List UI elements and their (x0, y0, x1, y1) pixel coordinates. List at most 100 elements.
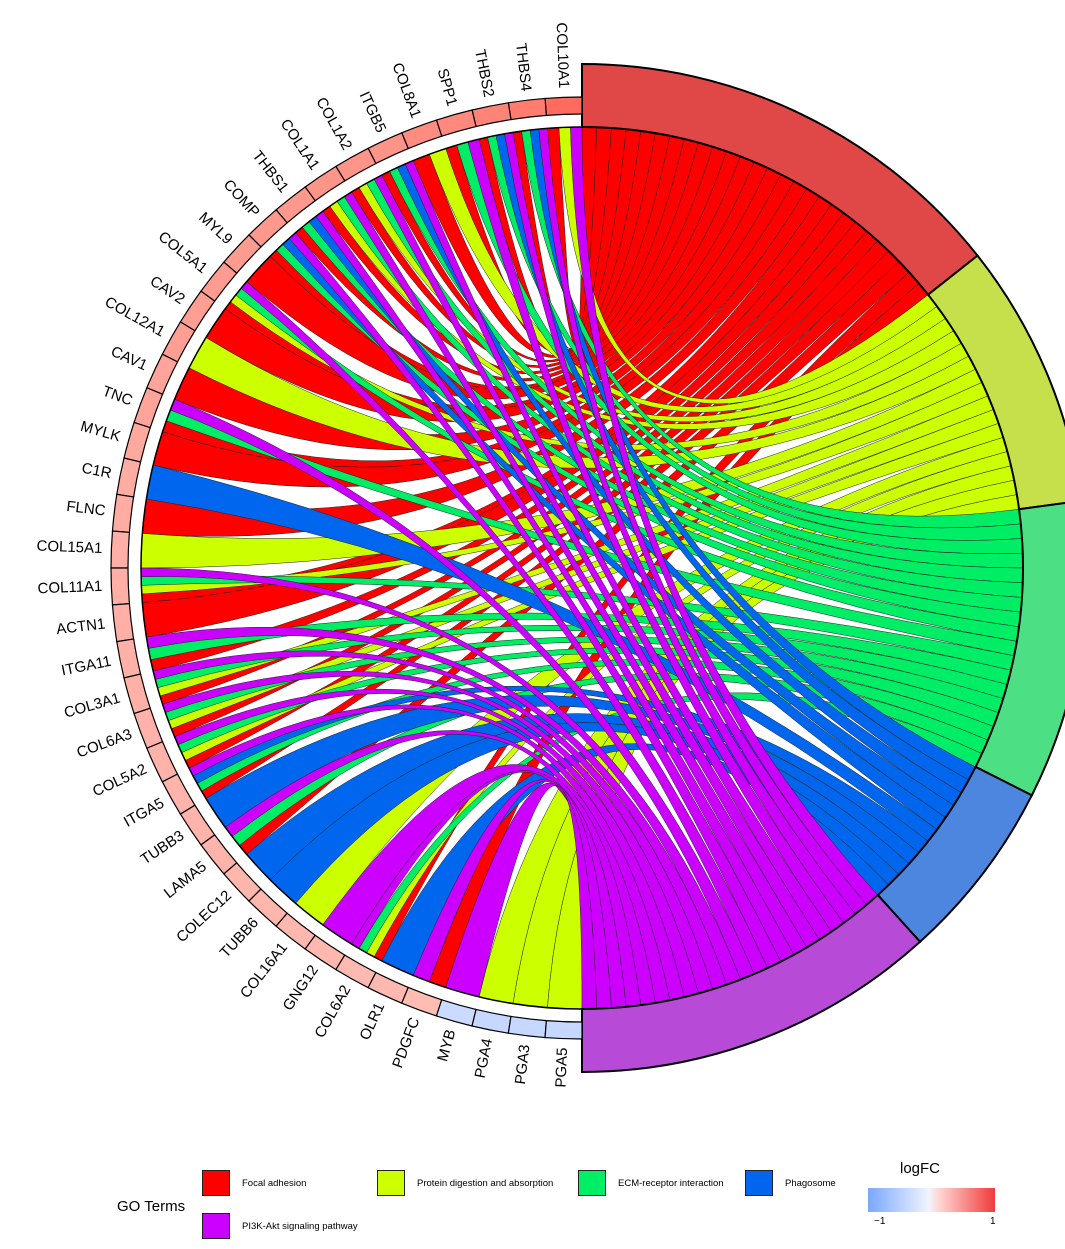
gene-label-col1a1: COL1A1 (277, 116, 323, 173)
gene-logfc-box-pga3 (507, 1015, 548, 1039)
legend-title: GO Terms (117, 1198, 186, 1215)
gene-logfc-box-thbs1 (275, 186, 316, 224)
gene-logfc-box-col6a3 (133, 707, 164, 750)
gene-label-tubb6: TUBB6 (217, 914, 262, 961)
gene-logfc-box-tubb6 (248, 888, 288, 927)
gene-logfc-box-myb (435, 999, 477, 1027)
gene-label-col3a1: COL3A1 (62, 690, 122, 722)
gene-logfc-box-col11a1 (110, 567, 131, 606)
gene-label-col5a1: COL5A1 (155, 228, 211, 277)
gene-label-col1a2: COL1A2 (312, 95, 355, 154)
gene-logfc-box-itgb5 (367, 132, 410, 165)
gene-label-pga3: PGA3 (512, 1044, 534, 1086)
gene-logfc-box-myl9 (223, 234, 262, 274)
legend-label: Protein digestion and absorption (417, 1177, 554, 1189)
gene-label-cav1: CAV1 (108, 343, 150, 374)
gene-label-lama5: LAMA5 (161, 858, 210, 902)
legend-swatch (202, 1170, 230, 1196)
legend-item-protein-digestion: Protein digestion and absorption (377, 1170, 553, 1196)
gene-logfc-box-col3a1 (123, 673, 151, 715)
gene-label-gng12: GNG12 (280, 962, 322, 1014)
gene-logfc-box-spp1 (435, 109, 477, 137)
gene-logfc-box-col6a2 (335, 954, 377, 989)
inner-circle-outline (140, 126, 1024, 1010)
gene-label-comp: COMP (220, 176, 263, 221)
legend-label: ECM-receptor interaction (618, 1177, 724, 1189)
gene-logfc-box-col1a2 (335, 147, 377, 182)
gene-label-tnc: TNC (100, 383, 135, 410)
gene-label-thbs1: THBS1 (249, 147, 292, 196)
gene-label-flnc: FLNC (65, 498, 106, 520)
gene-label-c1r: C1R (80, 460, 113, 483)
gene-label-col5a2: COL5A2 (90, 761, 149, 801)
colorbar-title: logFC (900, 1160, 941, 1177)
gene-label-itga11: ITGA11 (60, 653, 113, 680)
gene-label-col6a2: COL6A2 (311, 982, 354, 1041)
gene-logfc-box-col8a1 (400, 119, 443, 150)
legend-item-phagosome: Phagosome (745, 1170, 836, 1196)
gene-logfc-box-comp (248, 209, 288, 248)
legend-label: Phagosome (785, 1177, 836, 1189)
legend-item-pi3k-akt: PI3K-Akt signaling pathway (202, 1213, 358, 1239)
legend-swatch (578, 1170, 606, 1196)
gene-logfc-box-thbs2 (471, 102, 512, 128)
ribbon-layer (140, 126, 1024, 1010)
gene-label-col12a1: COL12A1 (102, 293, 168, 340)
gene-label-myl9: MYL9 (195, 209, 235, 248)
gene-logfc-box-col10a1 (544, 96, 583, 117)
legend-label: Focal adhesion (242, 1177, 307, 1189)
gene-label-col8a1: COL8A1 (388, 61, 424, 121)
gene-logfc-box-pga4 (471, 1008, 512, 1034)
gene-logfc-box-col1a1 (304, 165, 346, 202)
gene-logfc-box-olr1 (367, 971, 410, 1004)
gene-label-col10a1: COL10A1 (553, 22, 573, 88)
gene-logfc-box-col16a1 (275, 912, 316, 950)
gene-label-itga5: ITGA5 (121, 795, 167, 831)
gene-logfc-box-tubb3 (179, 804, 216, 846)
gene-label-cav2: CAV2 (147, 273, 188, 308)
gene-logfc-box-cav1 (146, 353, 179, 396)
gene-label-mylk: MYLK (79, 418, 123, 445)
gene-logfc-box-col12a1 (161, 321, 196, 363)
gene-logfc-box-flnc (111, 493, 135, 534)
gene-logfc-box-itga11 (116, 638, 142, 679)
gene-logfc-box-colec12 (223, 862, 262, 902)
gene-logfc-box-pdgfc (400, 986, 443, 1017)
chord-diagram: COL10A1THBS4THBS2SPP1COL8A1ITGB5COL1A2CO… (36, 22, 1065, 1088)
gene-label-pga4: PGA4 (472, 1037, 496, 1080)
gene-logfc-box-col5a2 (146, 740, 179, 783)
gene-label-col6a3: COL6A3 (75, 726, 135, 762)
gene-logfc-box-c1r (116, 457, 142, 498)
gene-logfc-box-thbs4 (507, 97, 548, 121)
legend-item-ecm-receptor: ECM-receptor interaction (578, 1170, 724, 1196)
gene-label-itgb5: ITGB5 (356, 89, 390, 135)
gene-label-colec12: COLEC12 (173, 887, 235, 946)
colorbar-tick-max: 1 (990, 1216, 996, 1227)
gene-label-col15a1: COL15A1 (36, 538, 102, 558)
gene-logfc-box-lama5 (200, 834, 238, 875)
colorbar-tick-min: −1 (874, 1216, 886, 1227)
legend-swatch (377, 1170, 405, 1196)
gene-logfc-box-tnc (133, 386, 164, 429)
gene-logfc-box-pga5 (544, 1019, 583, 1040)
logfc-colorbar (868, 1188, 995, 1212)
legend-item-focal-adhesion: Focal adhesion (202, 1170, 306, 1196)
gene-label-col16a1: COL16A1 (237, 939, 291, 1001)
gene-label-actn1: ACTN1 (55, 615, 106, 638)
gene-label-tubb3: TUBB3 (138, 827, 188, 868)
gene-logfc-box-itga5 (161, 773, 196, 815)
gene-logfc-box-col15a1 (110, 530, 131, 569)
gene-label-olr1: OLR1 (356, 1000, 388, 1043)
gene-label-myb: MYB (434, 1028, 459, 1064)
gene-logfc-box-col5a1 (200, 261, 238, 302)
gene-logfc-box-mylk (123, 421, 151, 463)
legend-swatch (745, 1170, 773, 1196)
gene-logfc-box-gng12 (304, 934, 346, 971)
gene-logfc-box-cav2 (179, 290, 216, 332)
legend-label: PI3K-Akt signaling pathway (242, 1220, 358, 1232)
gene-label-thbs2: THBS2 (471, 48, 497, 99)
gene-label-col11a1: COL11A1 (37, 578, 102, 598)
sector-layer (110, 62, 1065, 1074)
gene-label-spp1: SPP1 (434, 67, 461, 109)
gene-label-pdgfc: PDGFC (389, 1015, 423, 1070)
